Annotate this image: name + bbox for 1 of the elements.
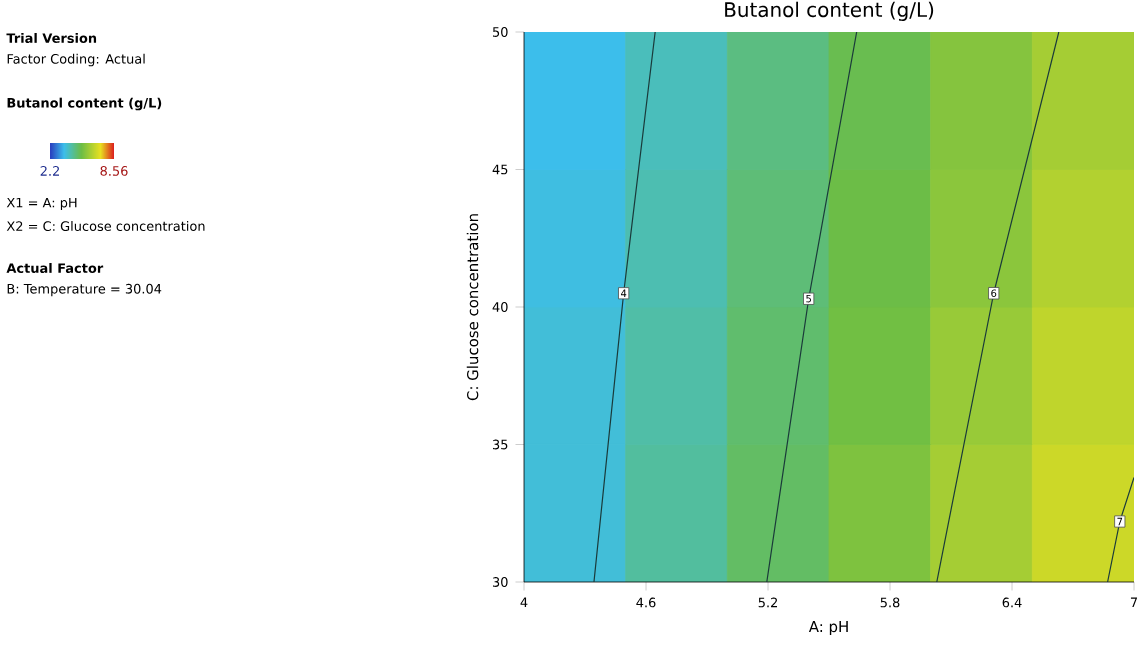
chart-title: Butanol content (g/L) — [725, 1, 934, 22]
